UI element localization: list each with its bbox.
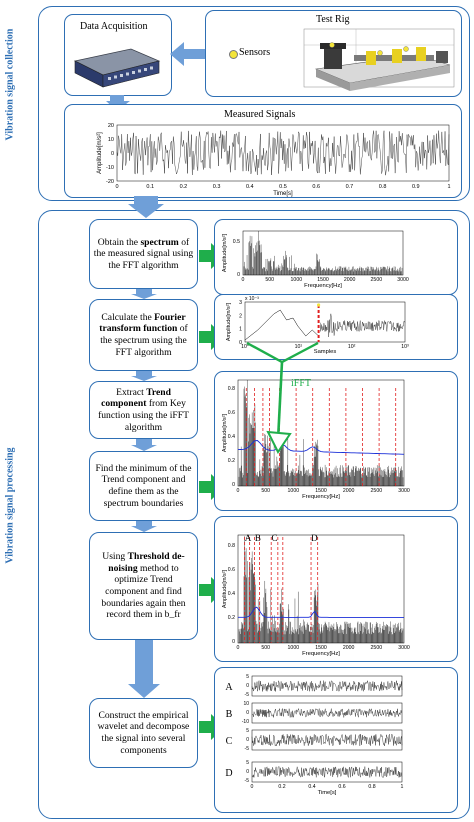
step-down-arrows xyxy=(128,289,160,698)
step-1-text: Obtain the spectrum of the measured sign… xyxy=(93,236,194,271)
data-acquisition-title: Data Acquisition xyxy=(80,21,148,32)
measured-ytick-label: -20 xyxy=(106,179,114,185)
step-3-text: Extract Trend component from Key functio… xyxy=(98,386,189,433)
collection-section xyxy=(38,6,470,201)
measured-xtick-label: 0.6 xyxy=(312,184,320,190)
measured-xtick-label: 0.9 xyxy=(412,184,420,190)
measured-ytick-label: -10 xyxy=(106,165,114,171)
step-threshold-denoising: Using Threshold de-noising method to opt… xyxy=(89,532,198,640)
arrow-collection-to-processing xyxy=(128,196,164,218)
measured-ylabel: Amplitude[m/s²] xyxy=(97,132,103,174)
components-plot-box xyxy=(214,667,458,813)
step-4-text: Find the minimum of the Trend component … xyxy=(95,462,192,509)
measured-xtick-label: 0.8 xyxy=(379,184,387,190)
measured-ytick-label: 0 xyxy=(111,151,114,157)
processing-section xyxy=(38,210,470,819)
test-rig-photo-icon xyxy=(303,28,455,91)
measured-xtick-label: 0.2 xyxy=(180,184,188,190)
measured-signals-box: Measured Signals 0 0.1 0.2 0.3 0.4 0.5 0.6 0.7 0… xyxy=(64,104,462,198)
measured-signals-waveform xyxy=(116,130,450,176)
green-arrows xyxy=(199,243,225,740)
step-spectrum: Obtain the spectrum of the measured sign… xyxy=(89,219,198,289)
measured-ytick-label: 10 xyxy=(108,137,114,143)
measured-xtick-label: 0.5 xyxy=(279,184,287,190)
data-acquisition-box: Data Acquisition xyxy=(64,14,172,96)
test-rig-title: Test Rig xyxy=(316,14,350,25)
measured-ytick-label: 20 xyxy=(108,123,114,129)
measured-xlabel: Time[s] xyxy=(273,191,293,197)
measured-signals-plot: 0 0.1 0.2 0.3 0.4 0.5 0.6 0.7 0.8 0.9 1 20 10 0 -10 -20… xyxy=(97,123,451,197)
ifft-label: iFFT xyxy=(291,378,312,389)
step-2-text: Calculate the Fourier transform function… xyxy=(99,311,188,358)
sensors-label: Sensors xyxy=(239,47,271,58)
step-5-text: Using Threshold de-noising method to opt… xyxy=(101,551,186,621)
measured-signals-title: Measured Signals xyxy=(224,109,296,120)
sensor-dot-icon xyxy=(229,50,238,59)
daq-device-icon xyxy=(73,48,161,88)
threshold-plot-box xyxy=(214,516,458,662)
arrow-daq-to-measured xyxy=(106,95,130,111)
measured-xtick-label: 1 xyxy=(447,184,450,190)
collection-section-title: Vibration signal collection xyxy=(4,28,16,141)
measured-xtick-label: 0.3 xyxy=(213,184,221,190)
trend-plot-box xyxy=(214,371,458,511)
step-trend-component: Extract Trend component from Key functio… xyxy=(89,381,198,439)
step-6-text: Construct the empirical wavelet and deco… xyxy=(97,709,190,756)
step-find-minimum: Find the minimum of the Trend component … xyxy=(89,451,198,521)
spectrum-plot-box xyxy=(214,219,458,295)
measured-xtick-label: 0.4 xyxy=(246,184,254,190)
arrow-rig-to-daq xyxy=(170,42,206,66)
step-empirical-wavelet: Construct the empirical wavelet and deco… xyxy=(89,698,198,768)
measured-xtick-label: 0 xyxy=(115,184,118,190)
processing-section-title: Vibration signal processing xyxy=(4,447,16,564)
step-fourier-transform: Calculate the Fourier transform function… xyxy=(89,299,198,371)
key-function-plot-box xyxy=(214,294,458,360)
measured-xtick-label: 0.1 xyxy=(146,184,154,190)
measured-xtick-label: 0.7 xyxy=(346,184,354,190)
test-rig-box: Test Rig Sensors xyxy=(205,10,462,97)
